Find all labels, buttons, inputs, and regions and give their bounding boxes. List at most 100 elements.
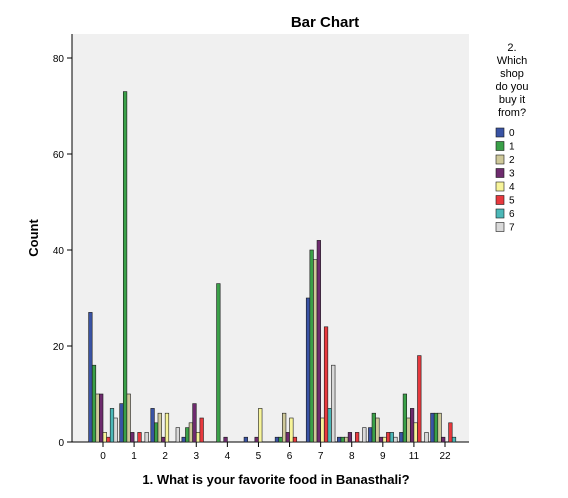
legend-swatch: [495, 195, 505, 205]
bar-cat-7-series-7: [331, 364, 336, 443]
bar-cat-2-series-4: [164, 412, 170, 443]
bar-cat-0-series-1: [91, 364, 97, 443]
legend-label: 3: [509, 169, 515, 180]
bar-cat-22-series-1: [433, 412, 439, 443]
bar-cat-1-series-1: [122, 91, 128, 443]
x-tick-label: 1: [131, 451, 137, 462]
bar-cat-11-series-0: [399, 432, 404, 443]
bar-cat-3-series-3: [192, 403, 197, 443]
plot-area: [72, 34, 469, 442]
legend-label: 2: [509, 155, 515, 166]
bar-cat-7-series-3: [316, 240, 321, 443]
bar-cat-7-series-1: [309, 249, 314, 443]
legend-label: 6: [509, 209, 515, 220]
bar-cat-9-series-0: [368, 427, 373, 443]
bar-cat-1-series-5: [137, 432, 142, 443]
x-tick-label: 0: [100, 451, 106, 462]
bar-cat-5-series-4: [258, 408, 263, 443]
bar-cat-8-series-0: [337, 436, 342, 443]
y-axis-label: Count: [26, 219, 41, 257]
bar-cat-0-series-6: [109, 408, 115, 443]
legend-title-line: 2.: [507, 42, 516, 54]
bar-cat-8-series-5: [355, 432, 360, 443]
legend-title-line: from?: [498, 107, 526, 119]
legend-swatch: [495, 222, 505, 232]
bar-cat-0-series-7: [113, 417, 118, 443]
y-tick-label: 20: [53, 342, 65, 353]
bar-cat-2-series-0: [150, 408, 155, 443]
bar-cat-9-series-4: [382, 436, 387, 443]
bar-cat-9-series-2: [375, 417, 380, 443]
bar-cat-9-series-5: [386, 432, 391, 443]
x-tick-label: 8: [349, 451, 355, 462]
bar-cat-6-series-1: [278, 436, 283, 443]
legend-swatch: [495, 168, 505, 178]
bar-cat-11-series-4: [413, 422, 418, 443]
bar-cat-6-series-3: [285, 432, 290, 443]
legend-swatch: [495, 154, 505, 165]
x-axis: 0 1 2 3 4 5 6 7 8 9 11 22: [72, 441, 469, 462]
bar-cat-22-series-2: [437, 412, 442, 443]
bar-cat-9-series-7: [393, 436, 398, 443]
bar-cat-11-series-3: [410, 408, 415, 443]
legend-label: 1: [509, 142, 515, 153]
bar-cat-1-series-0: [119, 403, 124, 443]
bars: [88, 91, 457, 443]
legend-label: 7: [509, 223, 515, 234]
bar-cat-3-series-4: [195, 432, 201, 443]
legend-title-line: Which: [497, 55, 528, 67]
bar-cat-4-series-1: [216, 283, 221, 443]
bar-cat-6-series-5: [292, 436, 298, 443]
legend-swatch: [495, 127, 505, 138]
x-tick-label: 5: [256, 451, 262, 462]
bar-cat-4-series-3: [223, 436, 228, 443]
legend-title-line: do you: [495, 81, 528, 93]
x-tick-label: 2: [162, 451, 168, 462]
bar-cat-11-series-1: [402, 393, 408, 443]
bar-cat-22-series-3: [441, 436, 446, 443]
bar-cat-22-series-0: [430, 412, 435, 443]
bar-cat-22-series-6: [451, 436, 457, 443]
legend-label: 0: [509, 128, 515, 139]
legend-swatch: [495, 208, 505, 219]
x-tick-label: 22: [439, 451, 451, 462]
bar-cat-7-series-2: [313, 259, 318, 443]
bar-cat-1-series-7: [144, 432, 149, 443]
x-axis-label: 1. What is your favorite food in Banasth…: [142, 472, 409, 487]
bar-cat-7-series-6: [327, 408, 332, 443]
legend-label: 5: [509, 196, 515, 207]
y-axis: 0 20 40 60 80: [53, 34, 73, 449]
chart-title: Bar Chart: [291, 14, 359, 31]
bar-cat-8-series-3: [347, 432, 353, 443]
bar-cat-1-series-3: [130, 432, 135, 443]
bar-cat-9-series-3: [378, 436, 384, 443]
bar-cat-5-series-3: [254, 436, 259, 443]
bar-cat-11-series-5: [417, 355, 422, 443]
bar-cat-1-series-2: [126, 393, 131, 443]
bar-cat-0-series-0: [88, 312, 93, 443]
bar-cat-8-series-2: [344, 436, 349, 443]
bar-cat-3-series-2: [188, 422, 193, 443]
legend-title-line: buy it: [499, 94, 525, 106]
bar-cat-3-series-5: [199, 417, 204, 443]
x-tick-label: 9: [380, 451, 386, 462]
legend-swatch: [495, 141, 505, 151]
y-tick-label: 60: [53, 150, 65, 161]
bar-cat-2-series-7: [175, 427, 180, 443]
legend-swatch: [495, 181, 505, 192]
bar-cat-6-series-4: [289, 417, 294, 443]
legend-label: 4: [509, 182, 515, 193]
bar-cat-7-series-4: [320, 417, 325, 443]
y-tick-label: 40: [53, 246, 65, 257]
bar-cat-11-series-7: [424, 432, 429, 443]
bar-cat-0-series-2: [95, 393, 100, 443]
bar-cat-2-series-3: [161, 436, 166, 443]
bar-cat-0-series-4: [102, 432, 107, 443]
bar-cat-9-series-1: [371, 412, 376, 443]
bar-cat-2-series-2: [157, 412, 162, 443]
bar-cat-7-series-5: [323, 326, 329, 443]
bar-cat-0-series-3: [99, 393, 104, 443]
x-tick-label: 4: [225, 451, 231, 462]
